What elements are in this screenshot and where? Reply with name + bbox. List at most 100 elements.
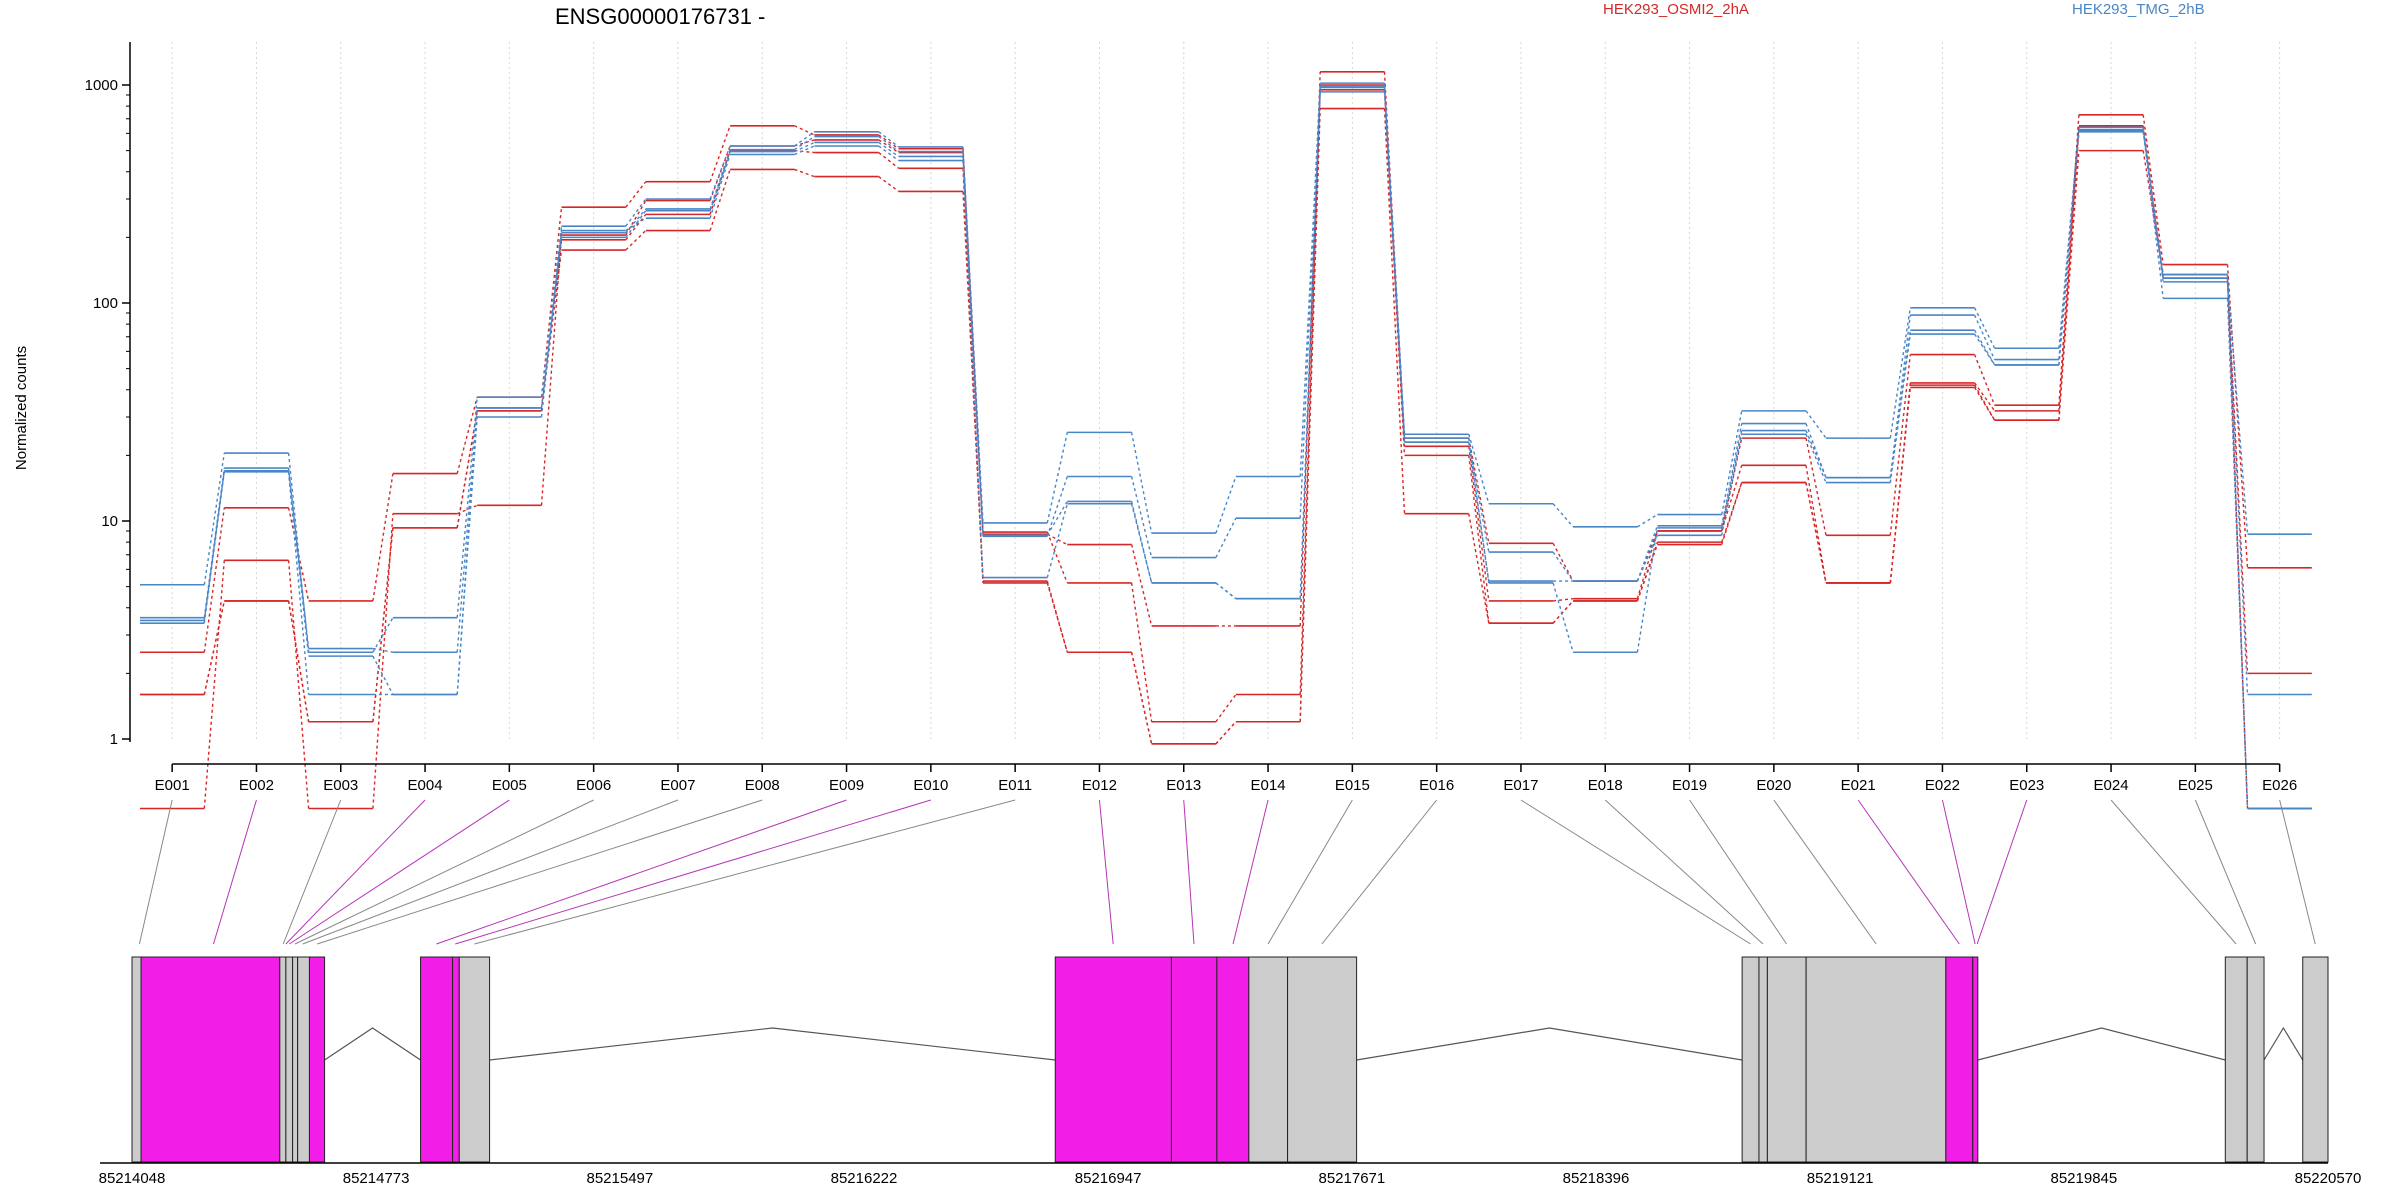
series-connector	[203, 108, 2249, 809]
series-3	[140, 89, 2312, 810]
x-tick-label-E013: E013	[1166, 777, 1201, 794]
x-tick-label-E018: E018	[1588, 777, 1623, 794]
x-tick-label-E016: E016	[1419, 777, 1454, 794]
x-tick-label-E026: E026	[2262, 777, 2297, 794]
bin-link-E006	[294, 799, 594, 945]
x-tick-label-E012: E012	[1082, 777, 1117, 794]
bin-link-E016	[1321, 799, 1438, 945]
exon-block	[420, 956, 454, 1163]
intron-line	[1977, 1027, 2226, 1061]
exon-block	[1054, 956, 1172, 1163]
x-tick-label-E025: E025	[2178, 777, 2213, 794]
bin-to-exon-links	[138, 799, 2316, 945]
series-connector	[203, 91, 2249, 809]
exon-block	[1741, 956, 1760, 1163]
x-tick-label-E011: E011	[998, 777, 1032, 794]
x-tick-label-E024: E024	[2094, 777, 2129, 794]
series-connector	[203, 84, 2249, 809]
coordinate-label: 85214773	[343, 1170, 410, 1187]
bin-link-E026	[2279, 799, 2316, 945]
y-tick-label: 10	[101, 513, 118, 530]
gene-model	[131, 956, 2329, 1163]
x-tick-label-E023: E023	[2009, 777, 2044, 794]
bin-link-E002	[213, 799, 257, 945]
exon-block	[297, 956, 310, 1163]
x-tick-label-E010: E010	[913, 777, 948, 794]
exon-block	[2224, 956, 2248, 1163]
bin-link-E025	[2194, 799, 2257, 945]
exon-block	[292, 956, 299, 1163]
series-2	[140, 84, 2312, 810]
coordinate-label: 85220570	[2295, 1170, 2362, 1187]
x-tick-label-E006: E006	[576, 777, 611, 794]
bin-link-E008	[317, 799, 763, 945]
exon-block	[279, 956, 287, 1163]
exon-block	[452, 956, 460, 1163]
bin-link-E017	[1520, 799, 1751, 945]
exon-block	[1945, 956, 1974, 1163]
bin-link-E018	[1604, 799, 1764, 945]
series-connector	[203, 83, 2249, 653]
x-tick-label-E017: E017	[1503, 777, 1538, 794]
coordinate-label: 85219121	[1807, 1170, 1874, 1187]
series-4	[140, 107, 2312, 810]
coordinate-label: 85216222	[831, 1170, 898, 1187]
x-tick-label-E004: E004	[408, 777, 443, 794]
y-axis-label: Normalized counts	[13, 346, 30, 470]
series-connector	[203, 87, 2249, 695]
bin-link-E021	[1857, 799, 1960, 945]
bin-link-E007	[302, 799, 679, 945]
exon-block	[1758, 956, 1768, 1163]
x-tick-label-E005: E005	[492, 777, 527, 794]
bin-link-E012	[1098, 799, 1114, 945]
coordinate-label: 85217671	[1319, 1170, 1386, 1187]
series-6	[140, 86, 2312, 696]
bin-link-E001	[138, 799, 173, 945]
exon-block	[1216, 956, 1250, 1163]
genomic-coordinate-axis: 85214048 85214773 85215497 85216222 85216947…	[99, 1162, 2362, 1187]
bin-link-E010	[455, 799, 931, 945]
x-tick-label-E022: E022	[1925, 777, 1960, 794]
bin-link-E019	[1689, 799, 1787, 945]
x-tick-label-E009: E009	[829, 777, 864, 794]
x-tick-label-E003: E003	[323, 777, 358, 794]
exon-block	[308, 956, 326, 1163]
series-connector	[203, 85, 2249, 809]
x-tick-label-E001: E001	[155, 777, 190, 794]
bin-link-E013	[1183, 799, 1195, 945]
x-axis: E001 E002 E003 E004 E005 E006 E007 E008 E009 E010…	[155, 763, 2297, 794]
exon-block	[2302, 956, 2329, 1163]
series-7	[140, 85, 2312, 810]
grid-lines	[171, 42, 2281, 742]
coordinate-label: 85218396	[1563, 1170, 1630, 1187]
y-tick-label: 100	[93, 295, 118, 312]
x-tick-label-E007: E007	[660, 777, 695, 794]
legend-entry-osmi: HEK293_OSMI2_2hA	[1603, 1, 1749, 18]
legend-entry-tmg: HEK293_TMG_2hB	[2072, 1, 2205, 18]
intron-line	[1356, 1027, 1743, 1061]
exon-block	[131, 956, 142, 1163]
x-tick-label-E020: E020	[1756, 777, 1791, 794]
bin-link-E020	[1773, 799, 1877, 945]
x-tick-label-E021: E021	[1841, 777, 1876, 794]
bin-link-E022	[1941, 799, 1976, 945]
exon-block	[285, 956, 294, 1163]
exon-block	[1248, 956, 1289, 1163]
series-lines	[140, 70, 2312, 810]
exon-block	[1805, 956, 1947, 1163]
exon-block	[458, 956, 491, 1163]
exon-block	[1766, 956, 1807, 1163]
bin-link-E011	[474, 799, 1016, 945]
y-tick-label: 1	[110, 731, 118, 748]
bin-link-E023	[1976, 799, 2028, 945]
x-tick-label-E019: E019	[1672, 777, 1707, 794]
series-connector	[203, 71, 2249, 653]
series-connector	[203, 89, 2249, 809]
chart-title: ENSG00000176731 -	[555, 4, 765, 29]
intron-line	[324, 1027, 421, 1061]
bin-link-E003	[282, 799, 342, 945]
x-tick-label-E002: E002	[239, 777, 274, 794]
x-tick-label-E008: E008	[745, 777, 780, 794]
coordinate-label: 85214048	[99, 1170, 166, 1187]
